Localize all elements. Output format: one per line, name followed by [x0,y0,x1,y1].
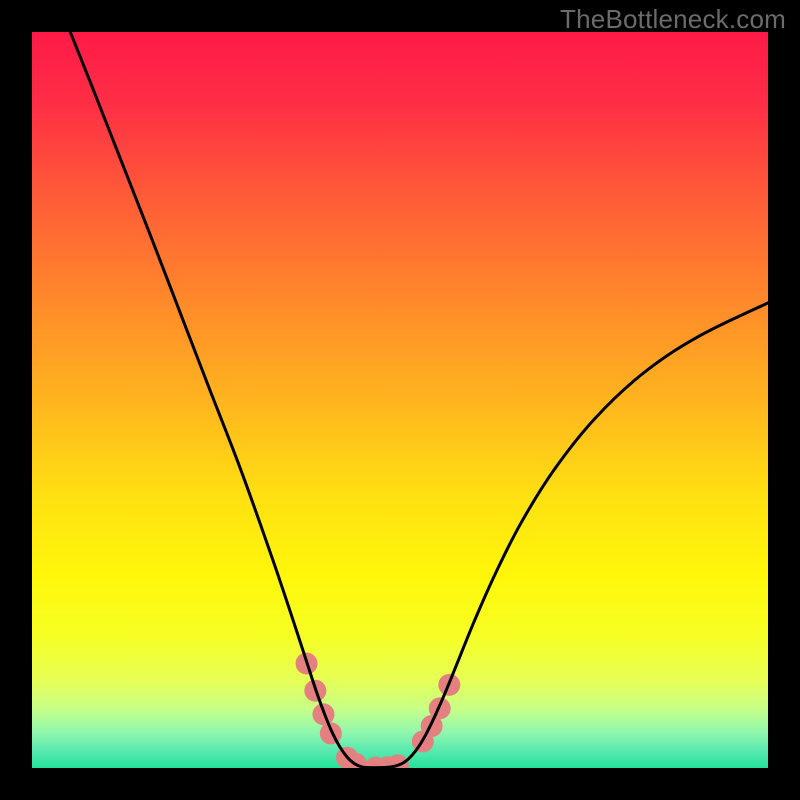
watermark-text: TheBottleneck.com [560,4,786,35]
curve-layer [32,32,768,768]
bottleneck-curve [70,32,768,768]
plot-area [32,32,768,768]
markers-group [296,652,461,768]
